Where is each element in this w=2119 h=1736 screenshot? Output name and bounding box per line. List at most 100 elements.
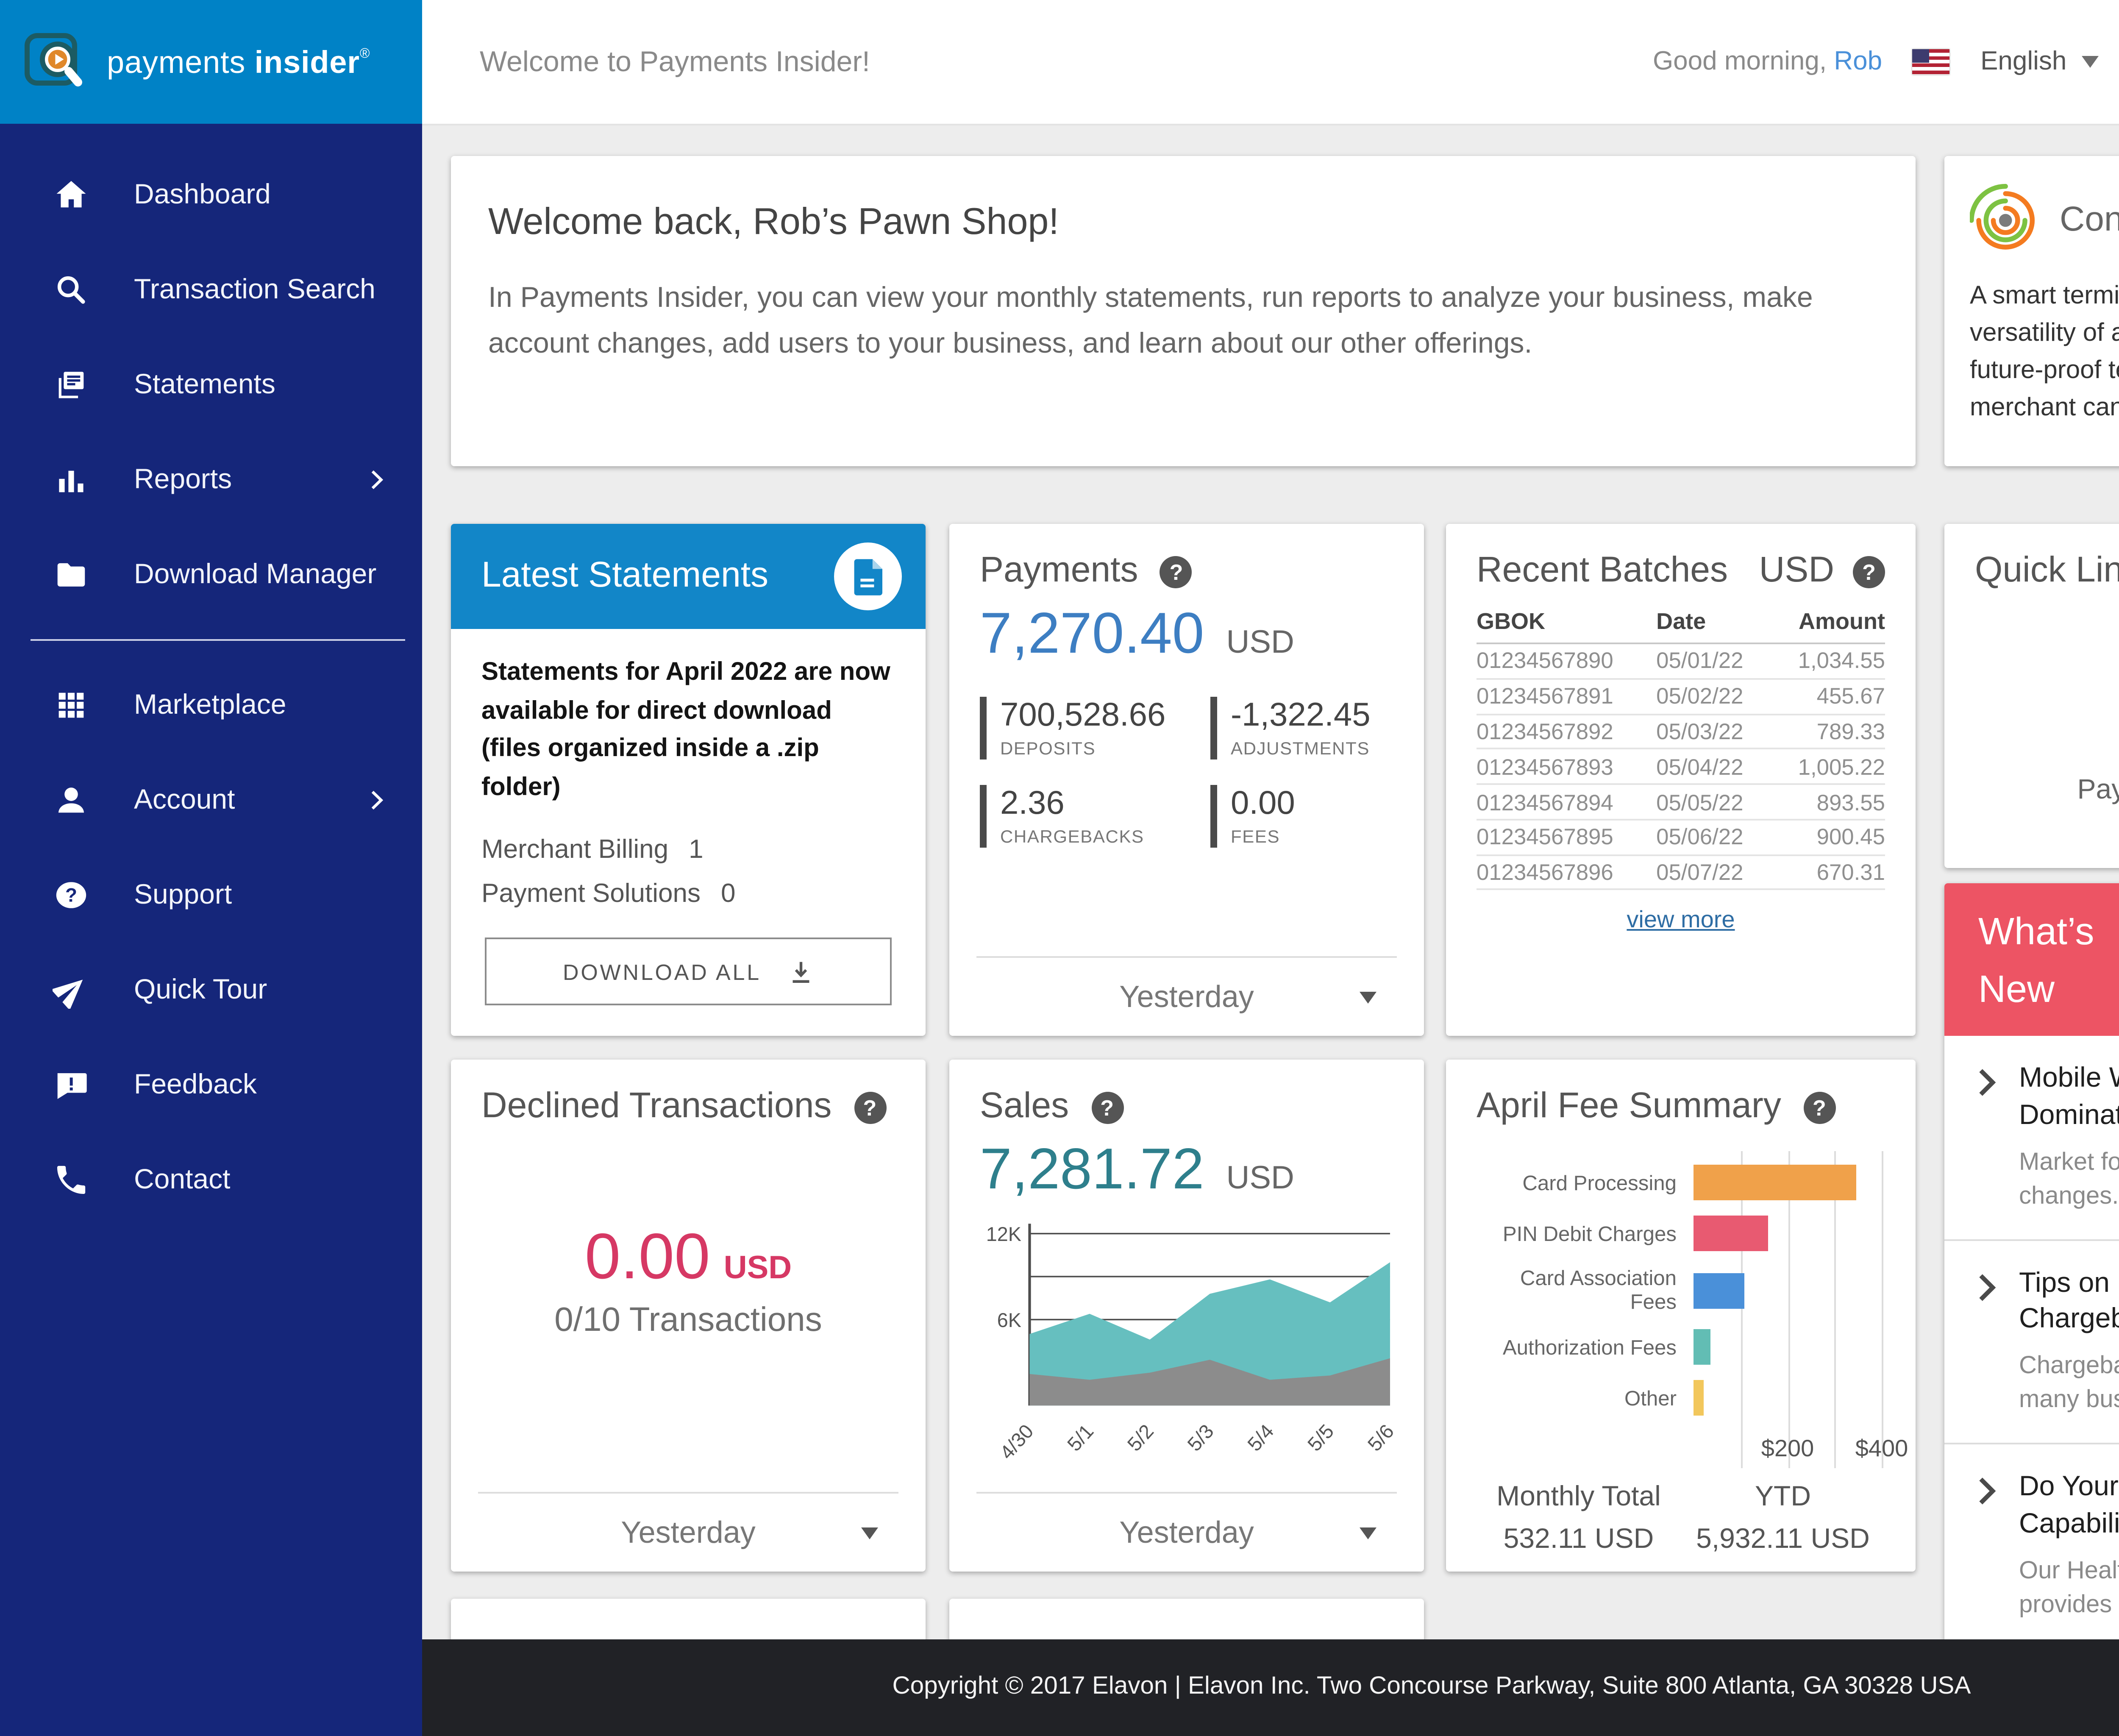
cell-amount: 1,005.22 (1771, 749, 1885, 785)
statement-doc-badge (834, 542, 902, 610)
column-header-amount: Amount (1771, 609, 1885, 644)
sidebar-item-statements[interactable]: Statements (0, 337, 422, 432)
cell-gbok: 01234567892 (1477, 714, 1657, 750)
converge-logo-icon (1970, 184, 2035, 250)
declined-period-dropdown[interactable]: Yesterday (478, 1492, 898, 1572)
quick-links-card: Quick Links EDIT Payment Report (1944, 524, 2119, 868)
header-welcome-text: Welcome to Payments Insider! (480, 46, 870, 78)
sidebar-item-feedback[interactable]: Feedback (0, 1038, 422, 1132)
news-item-title: Mobile Wallets Set To Dominate Payments (2019, 1063, 2119, 1131)
news-item-title: Tips on How to Manage Chargebacks (2019, 1267, 2119, 1335)
payment-report-link[interactable]: Payment Report (2077, 775, 2119, 805)
fee-bar (1694, 1329, 1710, 1365)
ytd-total: YTD 5,932.11 USD (1696, 1482, 1870, 1555)
sidebar-item-download-manager[interactable]: Download Manager (0, 527, 422, 622)
batches-currency: USD (1759, 551, 1834, 590)
cell-gbok: 01234567890 (1477, 643, 1657, 680)
payments-stats: 700,528.66 DEPOSITS -1,322.45 ADJUSTMENTS … (980, 697, 1393, 848)
chevron-right-icon (1955, 1470, 2019, 1622)
payments-period-dropdown[interactable]: Yesterday (976, 956, 1397, 1036)
sidebar-item-label: Reports (134, 464, 232, 494)
cell-amount: 900.45 (1771, 819, 1885, 856)
header-controls: Good morning, Rob English 3 Sign out (1653, 0, 2119, 124)
cell-gbok: 01234567893 (1477, 749, 1657, 785)
cell-amount: 1,034.55 (1771, 643, 1885, 680)
sidebar-item-quick-tour[interactable]: Quick Tour (0, 943, 422, 1038)
top-header: Welcome to Payments Insider! Good mornin… (422, 0, 2119, 125)
sidebar-item-contact[interactable]: Contact (0, 1132, 422, 1227)
cell-date: 05/03/22 (1656, 714, 1771, 750)
svg-text:5/6: 5/6 (1363, 1420, 1397, 1455)
cell-gbok: 01234567896 (1477, 854, 1657, 891)
sidebar-item-marketplace[interactable]: Marketplace (0, 658, 422, 753)
latest-statements-card: Latest Statements Statements for April 2… (451, 524, 926, 1036)
help-icon[interactable]: ? (1853, 555, 1885, 587)
sidebar-item-support[interactable]: ? Support (0, 848, 422, 943)
stat-adjustments: -1,322.45 ADJUSTMENTS (1210, 697, 1414, 760)
declined-amount: 0.00 (584, 1222, 710, 1294)
main-content: Welcome back, Rob’s Pawn Shop! In Paymen… (422, 124, 2119, 1736)
sidebar-item-account[interactable]: Account (0, 753, 422, 848)
statement-count-row: Merchant Billing 1 (481, 836, 704, 865)
user-link[interactable]: Rob (1834, 47, 1883, 75)
fee-bar-row: Card Association Fees (1477, 1266, 1885, 1314)
cell-date: 05/07/22 (1656, 854, 1771, 891)
news-item-snippet: Chargebacks are a challenge for many bus… (2019, 1353, 2119, 1414)
help-icon[interactable]: ? (1160, 555, 1193, 587)
cell-amount: 893.55 (1771, 784, 1885, 821)
contact-icon (51, 1160, 92, 1200)
language-label: English (1980, 47, 2067, 75)
fee-category-label: Authorization Fees (1502, 1335, 1677, 1359)
support-icon: ? (51, 875, 92, 915)
table-row: 01234567892 05/03/22 789.33 (1477, 714, 1885, 750)
declined-currency: USD (723, 1251, 792, 1287)
payments-insider-logo-icon (25, 32, 82, 86)
greeting-text: Good morning, Rob (1652, 47, 1883, 75)
svg-text:5/4: 5/4 (1243, 1420, 1278, 1455)
svg-text:5/5: 5/5 (1303, 1420, 1338, 1455)
table-row: 01234567896 05/07/22 670.31 (1477, 854, 1885, 891)
sidebar-nav: Dashboard Transaction Search Statements Rep… (0, 147, 422, 1227)
svg-text:5/2: 5/2 (1123, 1420, 1158, 1455)
sales-area-chart: 12K 6K 4/30 5/1 5/2 5/3 5/4 5/5 5/6 (986, 1223, 1397, 1463)
stat-chargebacks: 2.36 CHARGEBACKS (980, 785, 1183, 848)
brand-wordmark: payments insider® (107, 43, 370, 79)
us-flag-icon (1913, 49, 1950, 75)
chevron-down-icon (2082, 56, 2099, 68)
copyright-text: Copyright © 2017 Elavon | Elavon Inc. Tw… (892, 1673, 1971, 1700)
help-icon[interactable]: ? (1091, 1091, 1123, 1123)
svg-text:6K: 6K (997, 1309, 1021, 1331)
home-icon (51, 175, 92, 215)
account-icon (51, 780, 92, 821)
download-all-button[interactable]: DOWNLOAD ALL (485, 938, 892, 1005)
table-row: 01234567893 05/04/22 1,005.22 (1477, 749, 1885, 785)
language-selector[interactable]: English (1980, 47, 2099, 77)
statement-count-row: Payment Solutions 0 (481, 879, 736, 908)
cell-amount: 455.67 (1771, 679, 1885, 715)
cell-date: 05/04/22 (1656, 749, 1771, 785)
cell-amount: 789.33 (1771, 714, 1885, 750)
sidebar-item-transaction-search[interactable]: Transaction Search (0, 242, 422, 337)
news-item[interactable]: Do Your Payment Capabilities Align To...… (1944, 1444, 2119, 1649)
stat-deposits: 700,528.66 DEPOSITS (980, 697, 1183, 760)
cell-amount: 670.31 (1771, 854, 1885, 891)
sidebar-item-dashboard[interactable]: Dashboard (0, 147, 422, 242)
download-icon (793, 961, 809, 982)
svg-text:5/1: 5/1 (1063, 1420, 1098, 1455)
sidebar-divider (31, 639, 405, 641)
news-item[interactable]: Tips on How to Manage Chargebacks Chargeb… (1944, 1240, 2119, 1445)
news-item[interactable]: Mobile Wallets Set To Dominate Payments M… (1944, 1036, 2119, 1241)
brand-logo[interactable]: payments insider® (0, 0, 422, 124)
help-icon[interactable]: ? (1803, 1091, 1835, 1123)
view-more-link[interactable]: view more (1627, 906, 1735, 933)
reports-icon (51, 459, 92, 500)
fee-bar-row: Card Processing (1477, 1165, 1885, 1200)
sidebar-item-reports[interactable]: Reports (0, 432, 422, 527)
document-icon (853, 558, 882, 595)
help-icon[interactable]: ? (854, 1091, 886, 1123)
payments-amount: 7,270.40 (980, 602, 1204, 666)
sales-period-dropdown[interactable]: Yesterday (976, 1492, 1397, 1572)
latest-statements-title: Latest Statements (481, 556, 769, 595)
table-row: 01234567890 05/01/22 1,034.55 (1477, 643, 1885, 680)
search-icon (51, 270, 92, 310)
